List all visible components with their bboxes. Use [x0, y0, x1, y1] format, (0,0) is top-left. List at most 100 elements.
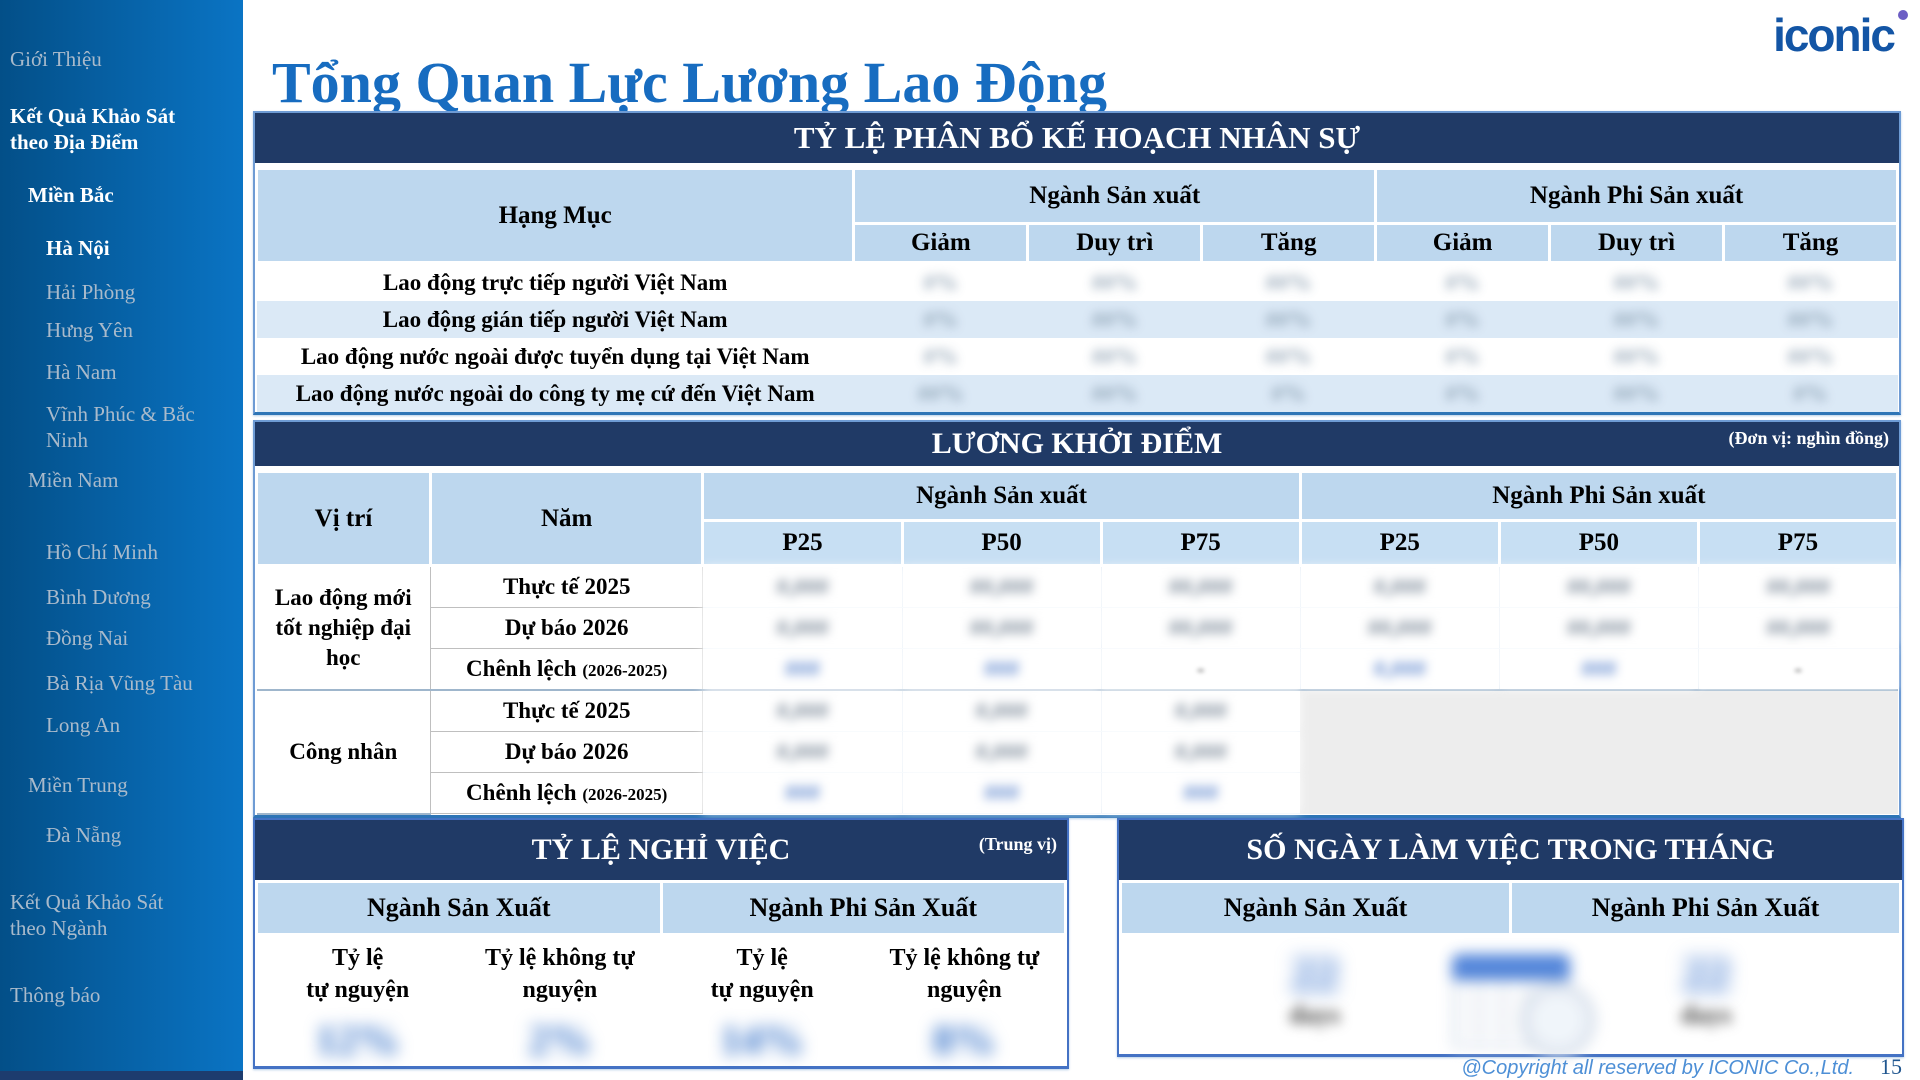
col-group-san-xuat: Ngành Sản xuất: [701, 470, 1302, 522]
blurred-value: ##%: [1091, 343, 1138, 369]
sidebar-nav: Giới Thiệu Kết Quả Khảo Sát theo Địa Điể…: [0, 0, 243, 1080]
col-header: Tỷ lệ tự nguyện: [256, 934, 459, 1016]
col-group-phi-san-xuat: Ngành Phi Sản xuất: [1298, 470, 1900, 522]
blurred-value: #,###: [1299, 565, 1500, 608]
blurred-value: #,###: [1100, 731, 1301, 773]
blurred-value: ##%: [1091, 380, 1138, 406]
sidebar-bottom-strip: [0, 1071, 243, 1080]
sidebar-item-mien-nam[interactable]: Miền Nam: [28, 468, 119, 492]
col-header: Tăng: [1200, 222, 1378, 264]
sidebar-item-gioi-thieu[interactable]: Giới Thiệu: [10, 47, 102, 71]
col-header: P75: [1696, 519, 1900, 567]
unit-note: (Đơn vị: nghìn đồng): [1728, 428, 1889, 448]
page-title: Tổng Quan Lực Lương Lao Động: [272, 49, 1107, 115]
blurred-value: #,###: [901, 731, 1102, 773]
blurred-value: #%: [1793, 380, 1828, 406]
col-header: P25: [1298, 519, 1501, 567]
blurred-value: #%: [1271, 380, 1306, 406]
blurred-value: #,###: [1299, 648, 1500, 691]
sidebar-item-da-nang[interactable]: Đà Nẵng: [46, 823, 122, 847]
sidebar-item-ket-qua-nganh[interactable]: Kết Quả Khảo Sát theo Ngành: [10, 890, 164, 941]
sidebar-item-ho-chi-minh[interactable]: Hồ Chí Minh: [46, 540, 159, 564]
blurred-value: ###: [702, 648, 903, 691]
sidebar-item-dong-nai[interactable]: Đồng Nai: [46, 626, 129, 650]
blurred-value: #%: [923, 306, 959, 332]
blurred-value: ##%: [1265, 306, 1312, 332]
staffing-plan-table: TỶ LỆ PHÂN BỔ KẾ HOẠCH NHÂN SỰ Hạng Mục …: [253, 111, 1901, 415]
sidebar-item-hai-phong[interactable]: Hải Phòng: [46, 280, 136, 304]
col-header: Tăng: [1722, 222, 1899, 264]
blurred-value: ##%: [1265, 343, 1312, 369]
blurred-value: 22: [1290, 948, 1339, 1001]
blurred-value: #%: [923, 269, 959, 295]
blurred-value: #%: [1445, 380, 1480, 406]
table-row: Chênh lệch (2026-2025) ### ### ###: [257, 772, 1898, 814]
sidebar-item-thong-bao[interactable]: Thông báo: [10, 983, 101, 1007]
blurred-unit: days: [1289, 1000, 1341, 1030]
row-label: Lao động nước ngoài được tuyển dụng tại …: [300, 343, 810, 369]
blurred-value: ##%: [917, 380, 964, 406]
clock-icon: [1519, 982, 1596, 1058]
blurred-value: ###: [901, 648, 1102, 691]
col-header: Duy trì: [1548, 222, 1726, 264]
blurred-value: ##%: [1613, 269, 1660, 295]
sidebar-item-hung-yen[interactable]: Hưng Yên: [46, 318, 134, 342]
blurred-value: ##,###: [1100, 607, 1301, 649]
blurred-value: ###: [901, 772, 1102, 814]
blurred-value: ##%: [1787, 343, 1834, 369]
row-label: Lao động gián tiếp người Việt Nam: [382, 306, 728, 332]
working-days-cell: 22 days: [1119, 936, 1511, 1054]
col-group-san-xuat: Ngành Sản Xuất: [255, 880, 663, 936]
col-header-hang-muc: Hạng Mục: [254, 167, 856, 264]
blurred-value: #%: [1445, 343, 1480, 369]
blurred-value: #,###: [901, 689, 1102, 732]
sidebar-item-mien-trung[interactable]: Miền Trung: [28, 773, 128, 797]
sidebar-item-mien-bac[interactable]: Miền Bắc: [28, 183, 114, 207]
blurred-value: #%: [923, 343, 959, 369]
year-label: Thực tế 2025: [430, 689, 704, 732]
col-group-phi-san-xuat: Ngành Phi Sản Xuất: [659, 880, 1067, 936]
col-group-phi-san-xuat: Ngành Phi Sản Xuất: [1509, 880, 1902, 936]
slide-footer: @Copyright all reserved by ICONIC Co.,Lt…: [1461, 1054, 1902, 1080]
col-header: P75: [1099, 519, 1302, 567]
sidebar-item-ha-noi[interactable]: Hà Nội: [46, 236, 110, 260]
blurred-value: ##%: [1787, 269, 1834, 295]
blurred-value: ###: [1100, 772, 1301, 814]
working-days-table: SỐ NGÀY LÀM VIỆC TRONG THÁNG Ngành Sản X…: [1117, 818, 1904, 1058]
sidebar-item-ba-ria-vung-tau[interactable]: Bà Rịa Vũng Tàu: [46, 671, 193, 695]
table-row: Dự báo 2026 #,### #,### #,###: [257, 731, 1898, 773]
table-row: Chênh lệch (2026-2025) ### ### - #,### #…: [257, 648, 1898, 691]
turnover-title-band: TỶ LỆ NGHỈ VIỆC (Trung vị): [255, 820, 1067, 880]
blurred-value: 2%: [528, 1018, 592, 1064]
col-header: P50: [900, 519, 1103, 567]
col-header: Tỷ lệ không tự nguyện: [458, 934, 661, 1016]
table-row: Lao động trực tiếp người Việt Nam #% ##%…: [257, 263, 1898, 302]
blurred-value: #%: [1445, 306, 1480, 332]
dash-value: -: [1697, 648, 1898, 691]
table-row: 12% 2% 14% 8%: [256, 1016, 1066, 1066]
blurred-value: ##%: [1091, 306, 1138, 332]
sidebar-item-long-an[interactable]: Long An: [46, 713, 121, 737]
working-days-values: 22 days 22 days: [1119, 936, 1902, 1058]
blurred-unit: days: [1680, 1000, 1732, 1030]
turnover-rate-table: TỶ LỆ NGHỈ VIỆC (Trung vị) Ngành Sản Xuấ…: [253, 818, 1069, 1069]
sidebar-item-binh-duong[interactable]: Bình Dương: [46, 585, 151, 609]
col-group-phi-san-xuat: Ngành Phi Sản xuất: [1374, 167, 1899, 225]
sidebar-item-ket-qua-dia-diem[interactable]: Kết Quả Khảo Sát theo Địa Điểm: [10, 104, 176, 155]
blurred-value: ##%: [1787, 306, 1834, 332]
row-label: Lao động nước ngoài do công ty mẹ cứ đến…: [295, 380, 815, 406]
blurred-value: ##,###: [901, 607, 1102, 649]
sidebar-item-ha-nam[interactable]: Hà Nam: [46, 360, 117, 384]
blurred-value: #,###: [702, 607, 903, 649]
year-label: Thực tế 2025: [430, 565, 704, 608]
blurred-value: ##%: [1613, 343, 1660, 369]
year-label: Dự báo 2026: [430, 731, 704, 773]
sidebar-item-vinh-phuc-bac-ninh[interactable]: Vĩnh Phúc & Bắc Ninh: [46, 402, 195, 453]
position-label: Công nhân: [256, 689, 431, 815]
median-note: (Trung vị): [978, 834, 1057, 854]
logo-dot-icon: [1898, 10, 1908, 20]
table-row: Lao động mới tốt nghiệp đại học Thực tế …: [256, 565, 1898, 691]
blurred-value: ##,###: [1100, 565, 1301, 608]
copyright-text: @Copyright all reserved by ICONIC Co.,Lt…: [1461, 1057, 1854, 1079]
